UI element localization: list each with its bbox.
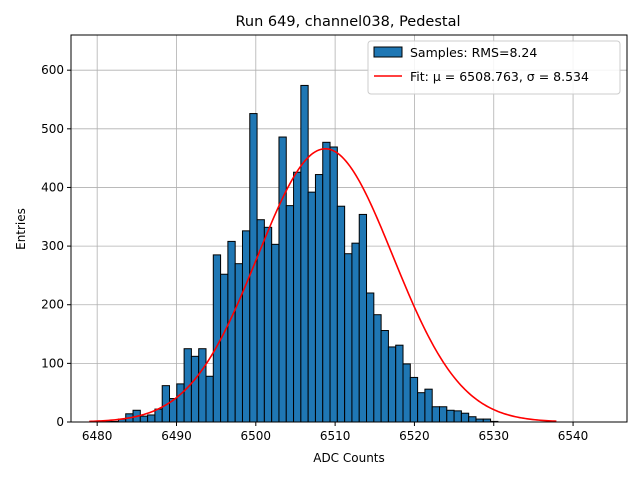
y-tick-label: 100: [41, 356, 64, 370]
plot-frame: [70, 34, 628, 423]
x-tick-label: 6510: [320, 429, 351, 443]
histogram-bar: [431, 406, 440, 423]
histogram-bar: [460, 412, 470, 423]
legend-label-fit: Fit: μ = 6508.763, σ = 8.534: [410, 69, 589, 84]
histogram-bar: [227, 240, 236, 423]
histogram-bar: [351, 242, 360, 423]
histogram-bar: [271, 243, 280, 423]
x-tick-label: 6490: [161, 429, 192, 443]
histogram-bar: [278, 136, 287, 423]
histogram-bar: [147, 414, 156, 423]
histogram-bar: [395, 344, 404, 423]
histogram-bar: [387, 346, 397, 423]
y-tick-label: 600: [41, 63, 64, 77]
y-axis-label: Entries: [14, 208, 28, 250]
histogram-bar: [139, 415, 149, 423]
histogram-bar: [344, 253, 353, 423]
y-tick-label: 300: [41, 239, 64, 253]
histogram-bar: [336, 205, 346, 423]
y-tick-label: 400: [41, 180, 64, 194]
x-tick-label: 6520: [399, 429, 430, 443]
fit-curve: [89, 147, 557, 423]
histogram-bar: [154, 408, 163, 423]
histogram-bar: [453, 410, 462, 423]
histogram-bar: [176, 383, 185, 423]
x-tick-label: 6540: [558, 429, 589, 443]
histogram-bar: [234, 263, 243, 423]
y-tick-label: 500: [41, 122, 64, 136]
histogram-bar: [314, 174, 324, 423]
histogram-bar: [212, 254, 222, 423]
legend-bar-swatch: [373, 46, 403, 58]
histogram-bar: [205, 375, 214, 423]
histogram-bar: [417, 392, 426, 423]
histogram-bar: [373, 314, 382, 423]
x-axis-label: ADC Counts: [313, 451, 385, 465]
histogram-bar: [409, 376, 419, 423]
x-tick-label: 6530: [478, 429, 509, 443]
histogram-bar: [307, 191, 316, 423]
histogram-bar: [446, 409, 455, 423]
legend-label-samples: Samples: RMS=8.24: [410, 45, 537, 60]
histogram-bar: [241, 230, 251, 423]
histogram-bar: [358, 213, 368, 423]
histogram-bar: [424, 388, 433, 423]
histogram-bar: [220, 273, 229, 423]
histogram-bar: [402, 363, 411, 423]
chart-title: Run 649, channel038, Pedestal: [235, 14, 460, 30]
histogram-bar: [198, 348, 207, 423]
histogram-bar: [300, 84, 309, 423]
x-tick-label: 6500: [241, 429, 272, 443]
histogram-bar: [468, 416, 477, 423]
y-tick-label: 0: [56, 415, 64, 429]
histogram-bar: [293, 171, 302, 423]
x-axis: 6480 6490 6500 6510 6520 6530 6540: [82, 422, 588, 443]
histogram-bar: [263, 226, 273, 423]
histogram-bar: [322, 141, 331, 423]
histogram-bar: [285, 205, 295, 423]
y-axis: 0 100 200 300 400 500 600: [41, 63, 71, 429]
legend: Samples: RMS=8.24 Fit: μ = 6508.763, σ =…: [367, 40, 621, 95]
legend-box: [367, 40, 621, 95]
histogram-bar: [329, 146, 338, 423]
histogram-bar: [190, 355, 200, 423]
histogram-bar: [438, 406, 448, 423]
y-tick-label: 200: [41, 298, 64, 312]
histogram-bar: [366, 292, 375, 423]
x-tick-label: 6480: [82, 429, 113, 443]
histogram-bar: [380, 330, 389, 423]
